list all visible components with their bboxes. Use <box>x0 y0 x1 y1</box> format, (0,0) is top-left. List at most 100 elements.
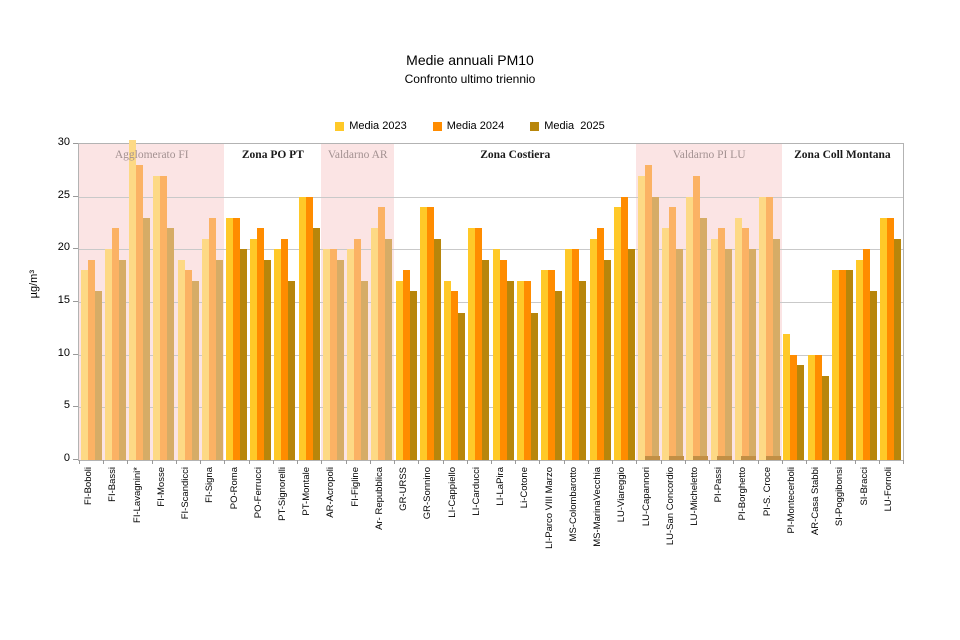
x-tick-label: LI-LaPira <box>495 467 507 506</box>
x-tick <box>878 460 880 464</box>
x-tick <box>806 460 808 464</box>
x-tick <box>636 460 638 464</box>
station-group <box>491 144 515 460</box>
bar-media-2024 <box>87 259 95 460</box>
x-tick-label: PI-Borghetto <box>737 467 749 521</box>
zone-label: Agglomerato FI <box>114 149 189 161</box>
zone-label: Zona PO PT <box>241 149 304 161</box>
bar-media-2024 <box>233 217 241 460</box>
bar-media-2025 <box>894 238 902 460</box>
bar-media-2025 <box>821 375 829 460</box>
x-tick-label: PI-Passi <box>713 467 725 503</box>
legend-label: Media 2025 <box>544 120 605 132</box>
x-tick-label: LI-Parco VIII Marzo <box>543 467 555 549</box>
x-tick-label: PT-Montale <box>301 467 313 516</box>
bar-media-2023 <box>468 228 476 460</box>
station-group <box>370 144 394 460</box>
x-tick <box>272 460 274 464</box>
x-tick <box>127 460 129 464</box>
bar-media-2024 <box>402 270 410 460</box>
bar-media-2024 <box>305 196 313 460</box>
bar-media-2025 <box>627 249 635 460</box>
bar-media-2024 <box>426 207 434 460</box>
station-group <box>443 144 467 460</box>
bar-media-2024 <box>184 270 192 460</box>
station-group <box>539 144 563 460</box>
x-tick-label: PI-S. Croce <box>761 467 773 517</box>
station-group <box>418 144 442 460</box>
legend-item: Media 2024 <box>432 120 504 132</box>
bar-media-2025 <box>288 280 296 460</box>
bar-media-2024 <box>548 270 556 460</box>
station-group <box>758 144 782 460</box>
x-tick-layer <box>79 144 904 464</box>
bar-media-2023 <box>662 228 670 460</box>
y-axis-label: µg/m³ <box>28 270 40 299</box>
bar-media-2024 <box>693 175 701 460</box>
x-tick-label: LU-San Concordio <box>664 467 676 546</box>
x-tick-label: PO-Roma <box>228 467 240 510</box>
bar-media-2025 <box>676 249 684 460</box>
x-tick <box>733 460 735 464</box>
bar-media-2025 <box>724 249 732 460</box>
station-group <box>636 144 660 460</box>
station-group <box>806 144 830 460</box>
bar-media-2025 <box>870 291 878 460</box>
bar-media-2024 <box>160 175 168 460</box>
station-group <box>709 144 733 460</box>
x-tick-label: PT-Signorelli <box>277 467 288 521</box>
x-tick <box>369 460 371 464</box>
x-tick-label: MS-Colombarotto <box>567 467 579 542</box>
bar-media-2023 <box>104 249 112 460</box>
station-group <box>733 144 757 460</box>
x-tick <box>151 460 153 464</box>
base-stub <box>741 455 757 460</box>
y-tick-label: 25 <box>57 188 70 201</box>
bar-media-2025 <box>700 217 708 460</box>
zone-label: Valdarno AR <box>327 149 388 161</box>
bar-media-2025 <box>361 280 369 460</box>
chart-title: Medie annuali PM10 <box>406 52 534 68</box>
bar-media-2023 <box>638 175 646 460</box>
bar-media-2025 <box>530 312 538 460</box>
station-group <box>224 144 248 460</box>
bar-media-2023 <box>759 196 767 460</box>
bar-media-2023 <box>153 175 161 460</box>
bar-media-2023 <box>226 217 234 460</box>
station-group <box>830 144 854 460</box>
bar-media-2023 <box>613 207 621 460</box>
bar-media-2025 <box>748 249 756 460</box>
legend-label: Media 2023 <box>349 120 407 132</box>
y-tick-label: 15 <box>57 294 70 306</box>
bar-media-2024 <box>741 228 749 460</box>
bar-media-2024 <box>596 228 604 460</box>
station-group <box>152 144 176 460</box>
bar-media-2025 <box>167 228 175 460</box>
zone-valdarno-pi-lu: Valdarno PI LU <box>636 144 781 460</box>
gridline <box>79 407 903 409</box>
station-group <box>297 144 321 460</box>
bar-media-2024 <box>838 270 846 460</box>
x-tick <box>321 460 323 464</box>
bar-media-2024 <box>572 249 580 460</box>
bar-media-2025 <box>118 259 126 460</box>
x-tick <box>854 460 856 464</box>
x-tick <box>587 460 589 464</box>
x-tick-label: SI-Poggibonsi <box>834 467 846 527</box>
x-tick <box>491 460 492 464</box>
bar-media-2025 <box>797 365 805 460</box>
station-group <box>782 144 806 460</box>
y-tick <box>73 301 78 302</box>
station-group <box>515 144 539 460</box>
bar-media-2025 <box>482 259 490 460</box>
y-tick-label: 5 <box>63 399 70 412</box>
zone-zona-costiera: Zona Costiera <box>394 144 636 460</box>
x-tick <box>394 460 396 464</box>
x-tick <box>200 460 202 464</box>
gridline-layer <box>79 144 903 460</box>
bar-media-2025 <box>458 312 466 460</box>
x-tick-label: LU-Viareggio <box>616 467 628 523</box>
x-tick <box>660 460 662 464</box>
zone-label: Valdarno PI LU <box>672 149 746 161</box>
x-tick-label: FI-Bassi <box>107 467 119 502</box>
